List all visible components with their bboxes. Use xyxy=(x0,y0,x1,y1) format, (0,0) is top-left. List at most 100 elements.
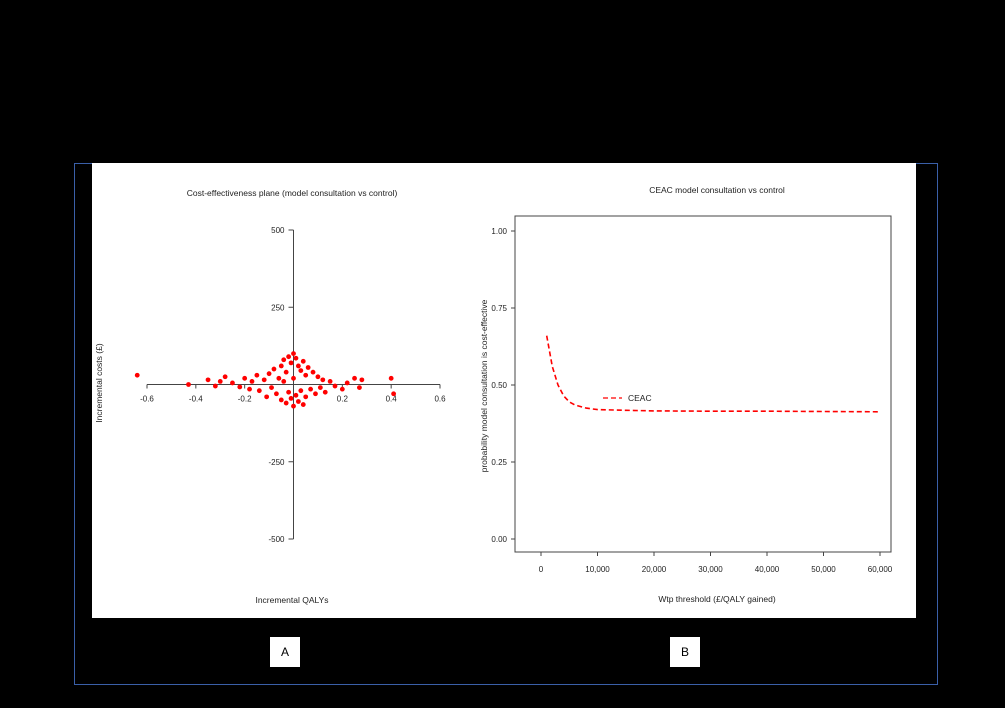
data-point xyxy=(288,396,294,401)
x-axis-label: Wtp threshold (£/QALY gained) xyxy=(658,594,776,604)
data-point xyxy=(310,369,316,375)
x-tick-label: 10,000 xyxy=(585,565,610,574)
y-tick-label: 250 xyxy=(271,303,285,312)
data-point xyxy=(300,402,306,407)
axes: -0.6 -0.4 -0.2 0.2 0.4 0.6 -500 -250 250 500 xyxy=(140,226,446,544)
data-point xyxy=(242,375,248,381)
data-point xyxy=(344,380,350,386)
y-tick-label: 500 xyxy=(271,226,285,235)
data-point xyxy=(332,383,338,389)
axes: 0 10,000 20,000 30,000 40,000 50,000 60,000 0.0… xyxy=(491,227,892,574)
data-point xyxy=(291,375,296,381)
plot-box xyxy=(514,215,892,553)
x-tick-label: 0.4 xyxy=(386,395,398,404)
data-point xyxy=(303,372,309,378)
panel-a-cost-effectiveness-plane: Cost-effectiveness plane (model consulta… xyxy=(92,163,477,618)
legend-label-ceac: CEAC xyxy=(628,393,652,403)
data-point xyxy=(271,366,277,372)
data-point xyxy=(256,388,262,394)
data-point xyxy=(237,384,243,390)
data-point xyxy=(283,369,289,375)
x-axis-label: Incremental QALYs xyxy=(255,595,328,605)
data-point xyxy=(308,386,313,392)
data-point xyxy=(274,391,279,397)
data-point xyxy=(359,377,365,383)
data-point xyxy=(293,392,299,398)
data-point xyxy=(249,379,255,384)
data-point xyxy=(286,354,292,360)
x-tick-label: 50,000 xyxy=(811,565,836,574)
data-point xyxy=(313,391,318,397)
line-chart: CEAC model consultation vs control Wtp t… xyxy=(479,185,893,604)
y-axis-label: Incremental costs (£) xyxy=(94,343,104,423)
y-tick-label: 0.50 xyxy=(491,381,507,390)
data-point xyxy=(305,365,311,370)
x-tick-label: 40,000 xyxy=(755,565,780,574)
data-point xyxy=(320,377,326,383)
data-point xyxy=(205,377,211,383)
data-point xyxy=(295,363,301,369)
data-point xyxy=(281,379,287,384)
data-point xyxy=(288,360,294,366)
chart-title: CEAC model consultation vs control xyxy=(649,185,785,195)
data-point xyxy=(300,358,306,364)
x-tick-label: 60,000 xyxy=(868,565,893,574)
x-tick-label: 0.6 xyxy=(434,395,446,404)
data-point xyxy=(291,403,296,409)
data-point xyxy=(266,371,272,377)
data-point xyxy=(254,372,260,378)
data-point xyxy=(222,374,228,380)
data-point xyxy=(352,375,357,381)
data-point xyxy=(230,380,235,386)
data-point xyxy=(327,379,333,384)
panel-label-a: A xyxy=(270,637,300,667)
data-point xyxy=(276,375,282,381)
data-point xyxy=(315,374,321,380)
data-point xyxy=(134,372,140,378)
data-point xyxy=(291,351,296,356)
data-point xyxy=(283,400,289,406)
chart-title: Cost-effectiveness plane (model consulta… xyxy=(187,188,398,198)
data-point xyxy=(247,386,252,392)
x-tick-label: 0 xyxy=(539,565,544,574)
data-point xyxy=(278,363,284,369)
x-tick-label: -0.2 xyxy=(238,395,252,404)
y-tick-label: -250 xyxy=(268,458,285,467)
data-point xyxy=(281,357,287,363)
y-tick-label: 0.25 xyxy=(491,458,507,467)
x-tick-label: 0.2 xyxy=(337,395,349,404)
data-point xyxy=(278,397,284,403)
data-point xyxy=(388,375,394,381)
data-point xyxy=(391,391,397,397)
data-point xyxy=(261,377,267,383)
y-tick-label: 0.75 xyxy=(491,304,507,313)
data-point xyxy=(186,382,191,387)
data-point xyxy=(286,389,292,395)
x-tick-label: -0.4 xyxy=(189,395,203,404)
data-point xyxy=(298,388,304,394)
data-point xyxy=(317,385,323,390)
data-point xyxy=(322,389,328,395)
data-point xyxy=(293,355,299,361)
series-line-ceac xyxy=(545,335,881,413)
data-point xyxy=(295,399,301,404)
data-point xyxy=(269,385,274,390)
panel-b-ceac: CEAC model consultation vs control Wtp t… xyxy=(477,163,916,618)
scatter-chart: Cost-effectiveness plane (model consulta… xyxy=(94,188,446,605)
data-point xyxy=(298,368,304,373)
y-tick-label: -500 xyxy=(268,535,285,544)
panel-label-b: B xyxy=(670,637,700,667)
x-tick-label: -0.6 xyxy=(140,395,154,404)
y-axis-label: probability model consultation is cost-e… xyxy=(479,299,489,472)
data-point xyxy=(212,383,218,389)
data-point xyxy=(264,394,270,400)
y-tick-label: 1.00 xyxy=(491,227,507,236)
data-point xyxy=(357,385,362,390)
data-points xyxy=(134,351,397,409)
data-point xyxy=(339,386,345,392)
x-tick-label: 20,000 xyxy=(642,565,667,574)
data-point xyxy=(303,394,309,400)
x-tick-label: 30,000 xyxy=(698,565,723,574)
data-point xyxy=(217,379,223,384)
y-tick-label: 0.00 xyxy=(491,535,507,544)
